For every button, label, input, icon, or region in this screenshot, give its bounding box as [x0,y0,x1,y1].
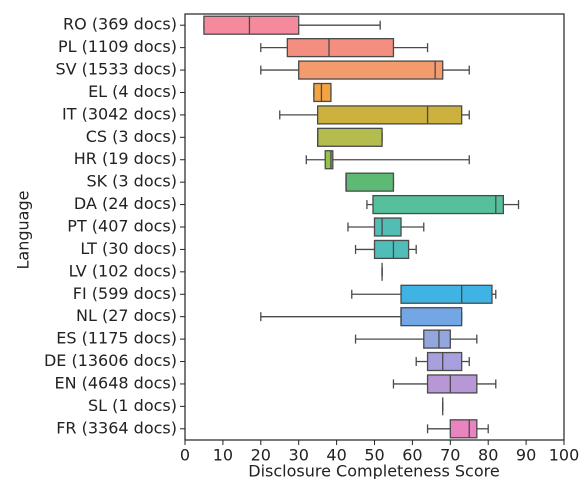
box [372,194,505,215]
y-tick-label: LV (102 docs) [69,261,177,280]
box [203,15,300,35]
y-tick-label: IT (3042 docs) [62,104,177,123]
x-tick-label: 0 [180,446,190,465]
y-tick-label: ES (1175 docs) [56,329,177,348]
y-tick-label: LT (30 docs) [80,239,177,258]
y-tick-label: DA (24 docs) [74,194,177,213]
x-tick-label: 20 [251,446,271,465]
box [426,374,478,394]
y-tick-label: PL (1109 docs) [58,37,177,56]
y-tick-label: PT (407 docs) [67,217,177,236]
x-tick-label: 60 [402,446,422,465]
x-tick-label: 90 [516,446,536,465]
y-tick-label: SK (3 docs) [86,172,177,191]
y-tick-label: CS (3 docs) [86,127,177,146]
box [373,217,402,237]
x-tick-label: 80 [478,446,498,465]
y-tick-label: SV (1533 docs) [55,60,177,79]
box [400,284,493,304]
box [316,105,463,125]
box [345,172,395,192]
x-axis-label: Disclosure Completeness Score [248,462,499,479]
box [423,329,451,349]
y-axis-label: Language [14,191,33,270]
x-tick-label: 100 [549,446,580,465]
x-tick-label: 70 [440,446,460,465]
box [298,60,444,80]
y-tick-label: FR (3364 docs) [56,418,177,437]
y-tick-label: HR (19 docs) [74,149,177,168]
x-tick-label: 40 [326,446,346,465]
box [286,38,395,58]
box [400,307,463,327]
x-tick-label: 10 [213,446,233,465]
y-tick-label: EN (4648 docs) [54,373,177,392]
box [324,150,334,170]
y-tick-label: FI (599 docs) [73,284,177,303]
box [449,419,478,439]
y-tick-label: SL (1 docs) [88,396,177,415]
box [373,239,410,260]
y-tick-label: DE (13606 docs) [44,351,177,370]
box [426,351,463,372]
x-tick-label: 30 [289,446,309,465]
y-tick-label: NL (27 docs) [76,306,177,325]
box [316,127,383,147]
box [313,82,332,103]
y-tick-label: EL (4 docs) [88,82,177,101]
x-tick-label: 50 [364,446,384,465]
y-tick-label: RO (369 docs) [63,15,177,34]
